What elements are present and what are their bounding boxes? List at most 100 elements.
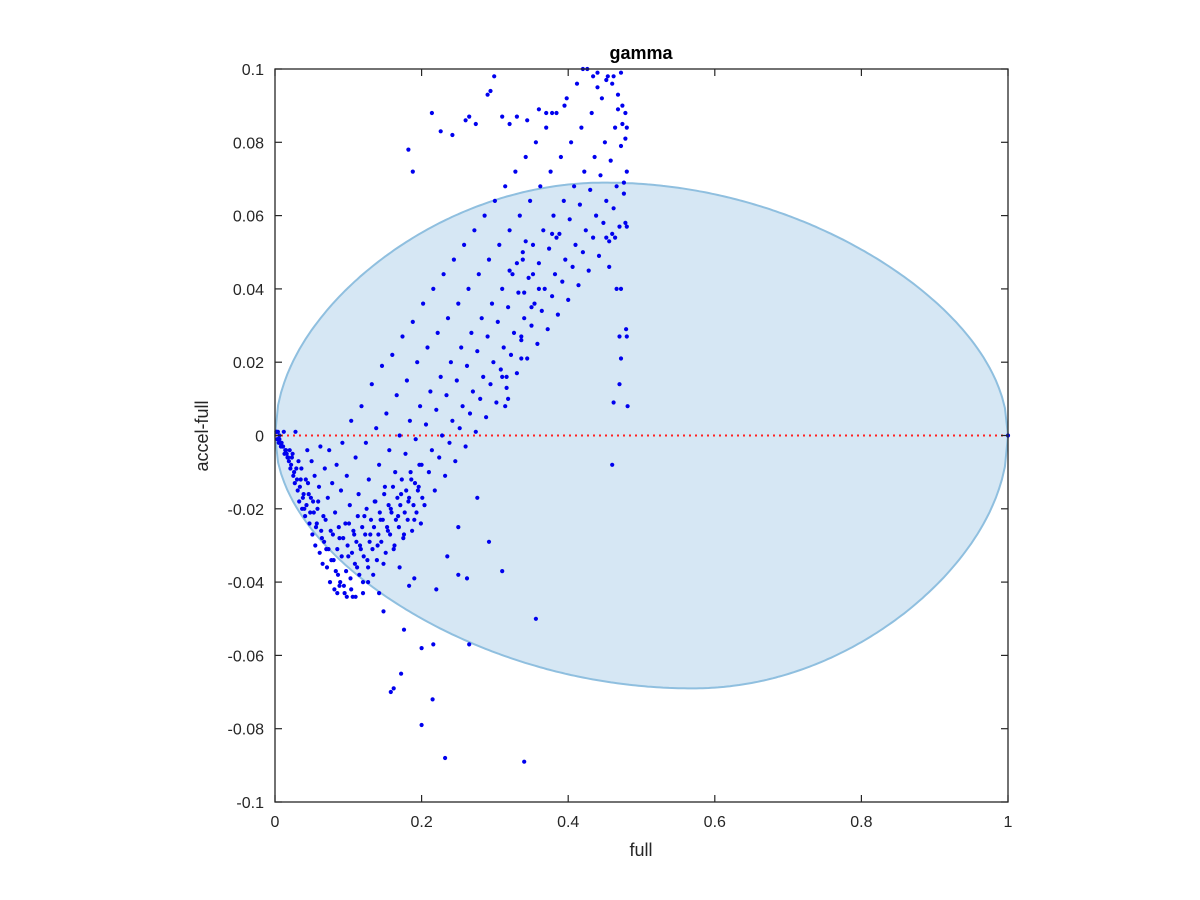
data-point [514, 114, 520, 119]
data-point [313, 543, 318, 548]
data-point [617, 334, 622, 339]
data-point [357, 543, 363, 548]
data-points [274, 66, 1011, 764]
data-point [520, 257, 525, 262]
data-point [472, 228, 477, 233]
data-point [382, 492, 387, 497]
data-point [329, 558, 334, 563]
data-point [508, 352, 514, 357]
data-point [408, 470, 413, 475]
x-tick-label: 0.4 [557, 814, 579, 831]
data-point [580, 250, 586, 255]
data-point [529, 305, 534, 310]
data-point [398, 503, 403, 508]
data-point [294, 477, 300, 482]
data-point [360, 591, 366, 596]
data-point [514, 261, 520, 266]
data-point [489, 301, 495, 306]
data-point [444, 393, 449, 398]
data-point [445, 554, 450, 559]
data-point [300, 506, 305, 511]
data-point [420, 495, 425, 500]
data-point [388, 506, 393, 511]
data-point [478, 396, 483, 401]
data-point [335, 591, 340, 596]
data-point [428, 389, 433, 394]
data-point [610, 462, 615, 467]
data-point [481, 374, 486, 379]
data-point [406, 499, 411, 504]
data-point [281, 444, 286, 449]
data-point [400, 334, 405, 339]
data-point [368, 517, 374, 522]
data-point [358, 547, 363, 552]
data-point [327, 448, 332, 453]
data-point [435, 330, 440, 335]
data-point [604, 77, 609, 83]
data-point [349, 418, 354, 423]
data-point [623, 110, 628, 116]
data-point [412, 576, 417, 581]
data-point [413, 437, 418, 442]
data-point [297, 499, 302, 504]
data-point [374, 426, 379, 431]
data-point [355, 565, 360, 570]
data-point [522, 290, 527, 295]
data-point [349, 550, 355, 555]
data-point [623, 220, 628, 225]
y-axis-label: accel-full [192, 400, 212, 471]
data-point [338, 488, 344, 493]
data-point [507, 121, 512, 127]
data-point [337, 536, 342, 541]
data-point [371, 572, 376, 577]
data-point [432, 488, 437, 493]
data-point [517, 213, 522, 218]
data-point [312, 473, 317, 478]
data-point [292, 470, 297, 475]
data-point [618, 356, 624, 361]
data-point [562, 103, 567, 108]
data-point [591, 74, 596, 79]
data-point [425, 345, 430, 350]
data-point [320, 561, 325, 566]
data-point [504, 385, 509, 390]
data-point [404, 488, 409, 493]
data-point [333, 510, 338, 515]
data-point [610, 231, 615, 236]
data-point [522, 316, 527, 321]
data-point [341, 536, 346, 541]
data-point [557, 231, 562, 236]
data-point [418, 521, 423, 526]
data-point [313, 525, 319, 530]
data-point [386, 503, 391, 508]
data-point [283, 448, 289, 453]
data-point [511, 330, 517, 335]
data-point [399, 671, 404, 676]
data-point [586, 268, 591, 273]
data-point [441, 272, 446, 277]
data-point [380, 517, 385, 522]
data-point [355, 514, 360, 519]
data-point [486, 257, 492, 262]
data-point [475, 349, 480, 354]
data-point [503, 184, 508, 189]
data-point [406, 147, 411, 152]
data-point [352, 532, 357, 537]
data-point [307, 521, 312, 526]
data-point [336, 525, 341, 530]
data-point [594, 213, 599, 218]
data-point [338, 580, 343, 585]
data-point [520, 250, 525, 255]
data-point [332, 587, 337, 592]
data-point [618, 70, 624, 75]
y-axis-ticks: -0.1 -0.08 -0.06 -0.04 -0.02 0 0.02 0.04 0.06 0.0… [228, 62, 1008, 812]
data-point [395, 495, 400, 500]
data-point [623, 136, 628, 141]
data-point [523, 239, 528, 244]
y-tick-label: -0.06 [228, 648, 265, 665]
data-point [349, 587, 354, 592]
data-point [334, 462, 339, 467]
data-point [624, 169, 629, 174]
data-point [430, 697, 435, 702]
x-tick-label: 0.2 [410, 814, 432, 831]
